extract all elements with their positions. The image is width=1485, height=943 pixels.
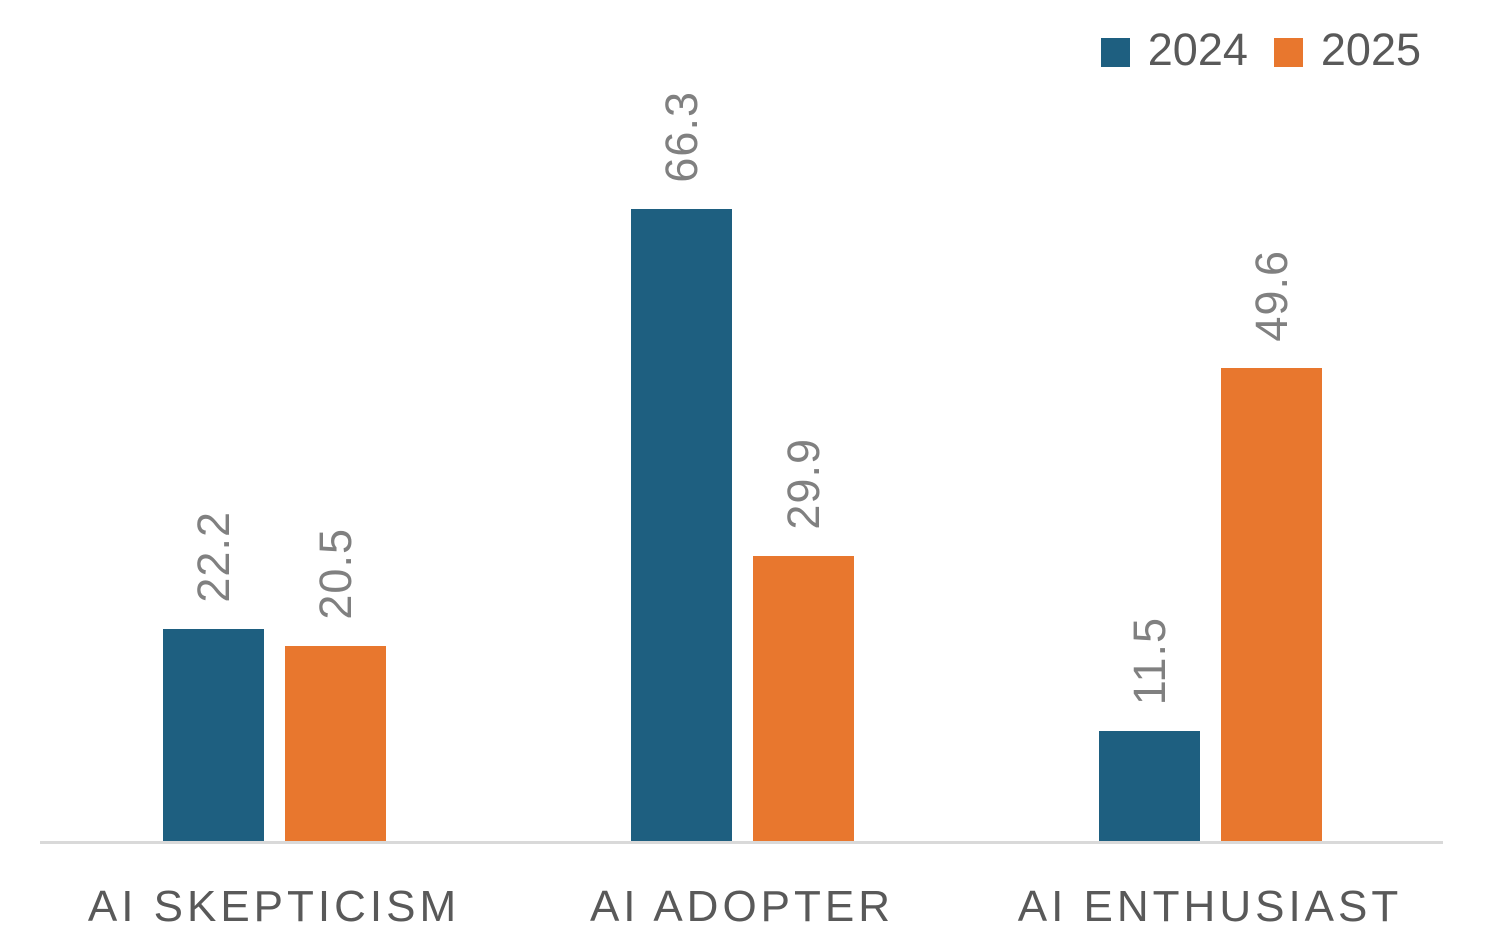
bar-2024-ai-adopter [630,209,732,841]
data-label-2025-ai-enthusiast: 49.6 [1245,250,1297,342]
legend-swatch-2024 [1100,38,1130,68]
bar-wrap-2024-ai-skepticism: 22.2 [162,511,264,841]
bar-2025-ai-skepticism [284,646,386,841]
data-label-2024-ai-skepticism: 22.2 [187,511,239,603]
category-label-ai-skepticism: AI SKEPTICISM [87,882,461,931]
bar-wrap-2025-ai-skepticism: 20.5 [284,528,386,841]
data-label-2025-ai-adopter: 29.9 [777,438,829,530]
legend-item-2025: 2025 [1273,24,1421,75]
bar-wrap-2024-ai-enthusiast: 11.5 [1098,616,1200,841]
bar-wrap-2024-ai-adopter: 66.3 [630,91,732,841]
category-label-ai-adopter: AI ADOPTER [589,882,895,931]
bar-group-ai-enthusiast: 11.5 49.6 [1098,250,1322,841]
legend-label-2024: 2024 [1147,24,1248,75]
data-label-2024-ai-enthusiast: 11.5 [1123,616,1175,705]
legend-item-2024: 2024 [1100,24,1248,75]
bar-2025-ai-adopter [752,556,854,841]
bar-2024-ai-skepticism [162,629,264,841]
data-label-2024-ai-adopter: 66.3 [655,91,707,183]
category-label-ai-enthusiast: AI ENTHUSIAST [1017,882,1403,931]
bar-2025-ai-enthusiast [1220,368,1322,841]
bar-2024-ai-enthusiast [1098,731,1200,841]
bar-wrap-2025-ai-enthusiast: 49.6 [1220,250,1322,841]
bar-wrap-2025-ai-adopter: 29.9 [752,438,854,841]
legend-label-2025: 2025 [1320,24,1421,75]
data-label-2025-ai-skepticism: 20.5 [309,528,361,620]
bar-group-ai-adopter: 66.3 29.9 [630,91,854,841]
legend-swatch-2025 [1273,38,1303,68]
bar-group-ai-skepticism: 22.2 20.5 [162,511,386,841]
chart-legend: 2024 2025 [1100,24,1421,75]
x-axis-baseline [40,841,1443,844]
